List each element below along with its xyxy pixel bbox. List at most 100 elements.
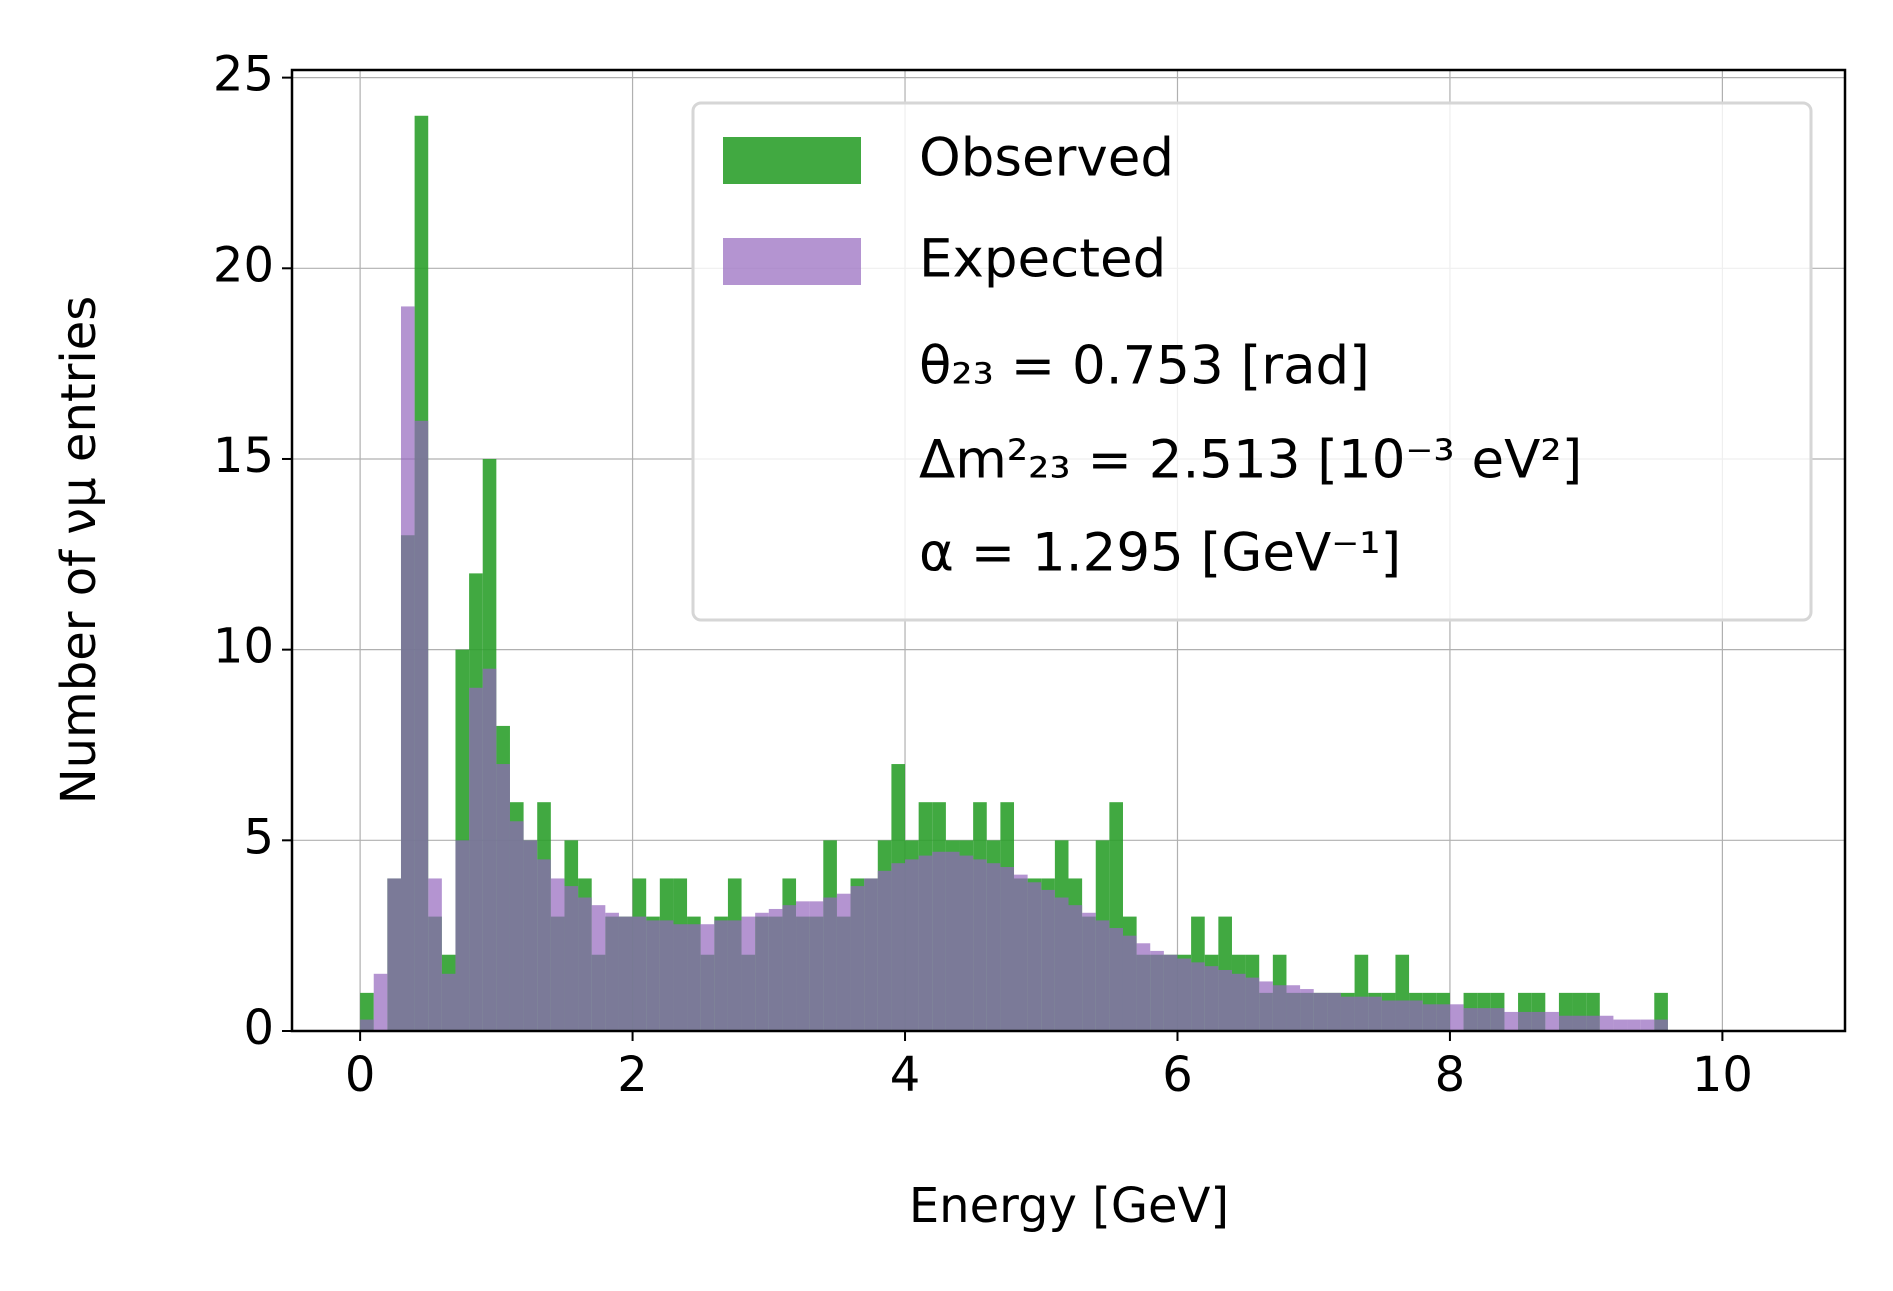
histogram-bar	[578, 897, 592, 1031]
y-tick-label: 25	[213, 47, 274, 103]
histogram-bar	[1231, 973, 1246, 1031]
legend-swatch	[723, 137, 861, 184]
histogram-bar	[646, 920, 660, 1031]
histogram-bar	[1436, 1004, 1450, 1031]
histogram-bar	[1477, 1008, 1491, 1031]
histogram-bar	[1150, 950, 1164, 1031]
histogram-bar	[428, 878, 442, 1031]
histogram-bar	[1204, 966, 1219, 1031]
histogram-bar	[360, 1019, 374, 1031]
histogram-bar	[400, 306, 415, 1031]
y-tick-label: 20	[213, 237, 274, 293]
histogram-bar	[945, 851, 960, 1031]
histogram-bar	[1300, 989, 1314, 1031]
histogram-bar	[1218, 969, 1232, 1031]
histogram-bar	[1368, 996, 1382, 1031]
histogram-bar	[1422, 1004, 1437, 1031]
histogram-bar	[1014, 874, 1028, 1031]
histogram-bar	[1245, 977, 1260, 1031]
x-axis-label: Energy [GeV]	[909, 1178, 1229, 1234]
histogram-bar	[1163, 954, 1178, 1031]
histogram-bar	[905, 859, 919, 1031]
histogram-bar	[441, 973, 456, 1031]
histogram-bar	[1122, 935, 1137, 1031]
histogram-bar	[1000, 867, 1015, 1031]
histogram-bar	[1095, 920, 1110, 1031]
histogram-bar	[509, 821, 524, 1031]
histogram-bar	[1613, 1019, 1628, 1031]
histogram-bar	[537, 859, 551, 1031]
histogram-bar	[1518, 1011, 1532, 1031]
histogram-bar	[1327, 992, 1341, 1031]
histogram-bar	[1041, 889, 1055, 1031]
histogram-bar	[1313, 992, 1328, 1031]
histogram-bar	[1082, 912, 1096, 1031]
histogram-bar	[1654, 1019, 1668, 1031]
histogram-bar	[1395, 1000, 1410, 1031]
histogram-bar	[932, 851, 946, 1031]
histogram-bar	[1545, 1011, 1559, 1031]
legend-note: α = 1.295 [GeV⁻¹]	[919, 523, 1401, 584]
x-tick-label: 4	[890, 1047, 921, 1103]
legend-box	[691, 101, 1813, 622]
histogram-bar	[809, 901, 824, 1031]
histogram-bar	[1504, 1011, 1519, 1031]
histogram-bar	[1640, 1019, 1655, 1031]
legend-note: θ₂₃ = 0.753 [rad]	[919, 336, 1370, 397]
histogram-bar	[1572, 1015, 1587, 1031]
y-tick-label: 15	[213, 428, 274, 484]
legend-label: Expected	[919, 229, 1166, 290]
histogram-bar	[1027, 882, 1042, 1031]
x-tick-label: 0	[345, 1047, 376, 1103]
plot-frame	[290, 68, 1847, 1033]
histogram-bar	[918, 855, 933, 1031]
histogram-bar	[550, 878, 565, 1031]
histogram-bar	[741, 916, 756, 1031]
histogram-bar	[673, 924, 688, 1031]
histogram-bar	[1599, 1015, 1614, 1031]
histogram-bar	[1449, 1004, 1464, 1031]
histogram-bar	[891, 863, 906, 1031]
x-tick-label: 2	[617, 1047, 648, 1103]
histogram-bar	[986, 863, 1001, 1031]
histogram-bar	[659, 920, 674, 1031]
y-tick-label: 5	[243, 809, 274, 865]
histogram-bar	[1340, 996, 1355, 1031]
histogram-bar	[1558, 1015, 1573, 1031]
histogram-bar	[1409, 1000, 1423, 1031]
histogram-bar	[1259, 981, 1273, 1031]
x-tick-label: 10	[1692, 1047, 1753, 1103]
x-tick-label: 8	[1435, 1047, 1466, 1103]
histogram-bar	[1627, 1019, 1641, 1031]
histogram-bar	[387, 878, 401, 1031]
histogram-bar	[414, 420, 429, 1031]
histogram-bar	[523, 840, 538, 1031]
x-tick-label: 6	[1162, 1047, 1193, 1103]
histogram-bar	[864, 878, 878, 1031]
histogram-bar	[496, 764, 510, 1031]
histogram-bar	[605, 912, 619, 1031]
histogram-bar	[782, 905, 797, 1031]
histogram-bar	[714, 920, 728, 1031]
histogram-bar	[1463, 1008, 1478, 1031]
histogram-bar	[959, 855, 974, 1031]
legend-swatch	[723, 238, 861, 285]
histogram-bar	[836, 893, 851, 1031]
histogram-bar	[755, 912, 769, 1031]
histogram-bar	[1109, 928, 1123, 1031]
histogram-bar	[1354, 996, 1369, 1031]
legend-label: Observed	[919, 128, 1174, 189]
histogram-bar	[1191, 962, 1205, 1031]
histogram-bar	[973, 859, 987, 1031]
histogram-bar	[727, 920, 742, 1031]
histogram-bar	[373, 973, 388, 1031]
histogram-bar	[632, 916, 647, 1031]
legend-note: Δm²₂₃ = 2.513 [10⁻³ eV²]	[919, 430, 1582, 491]
y-tick-label: 10	[213, 619, 274, 675]
histogram-bar	[877, 870, 892, 1031]
histogram-bar	[1531, 1011, 1546, 1031]
histogram-bar	[1286, 985, 1301, 1031]
histogram-bar	[1068, 905, 1083, 1031]
histogram-bar	[469, 687, 483, 1031]
